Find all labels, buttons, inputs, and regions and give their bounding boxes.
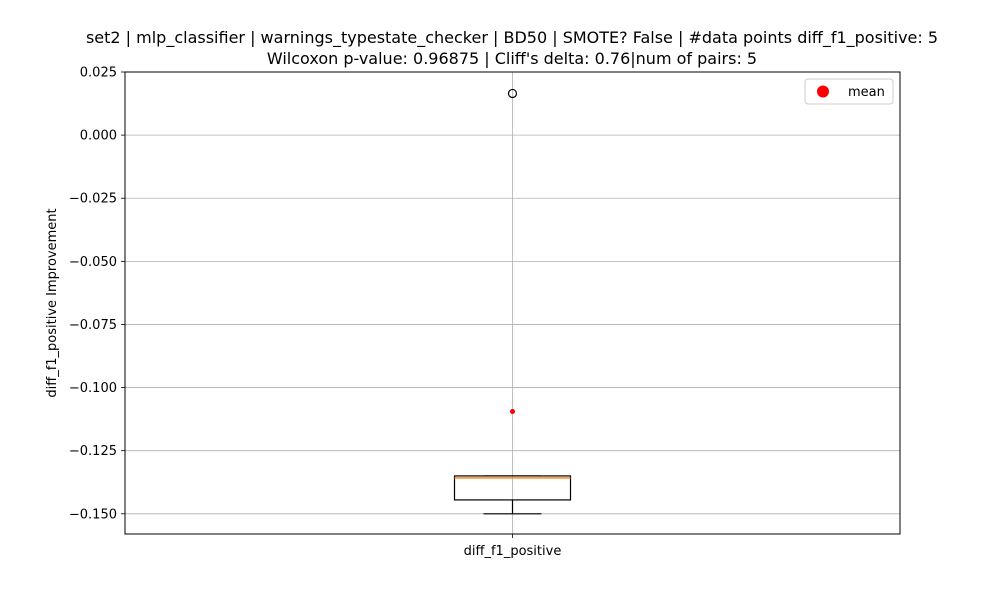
legend-label-mean: mean: [848, 85, 885, 100]
y-tick-label: −0.025: [69, 192, 117, 207]
legend-marker-mean: [817, 85, 829, 98]
legend-box: [804, 78, 894, 105]
y-tick-label: −0.150: [69, 507, 117, 522]
chart-title-line2: Wilcoxon p-value: 0.96875 | Cliff's delt…: [267, 49, 757, 68]
plot-area: 0.025 0.000 −0.025 −0.050 −0.075 −0.100 −0.125…: [69, 66, 901, 559]
mean-point: [510, 409, 515, 415]
y-tick-label: −0.100: [69, 381, 117, 396]
iqr-box: [453, 475, 572, 501]
legend: mean: [804, 78, 894, 105]
outlier-point: [507, 88, 518, 99]
plot-frame: [124, 71, 901, 535]
y-tick-label: 0.000: [80, 129, 117, 144]
y-tick-label: 0.025: [80, 66, 117, 81]
y-axis-label: diff_f1_positive Improvement: [45, 208, 60, 397]
x-tick-label: diff_f1_positive: [464, 544, 562, 559]
y-tick-label: −0.125: [69, 444, 117, 459]
y-tick-label: −0.075: [69, 318, 117, 333]
y-tick-label: −0.050: [69, 255, 117, 270]
chart-title-line1: set2 | mlp_classifier | warnings_typesta…: [86, 28, 938, 48]
